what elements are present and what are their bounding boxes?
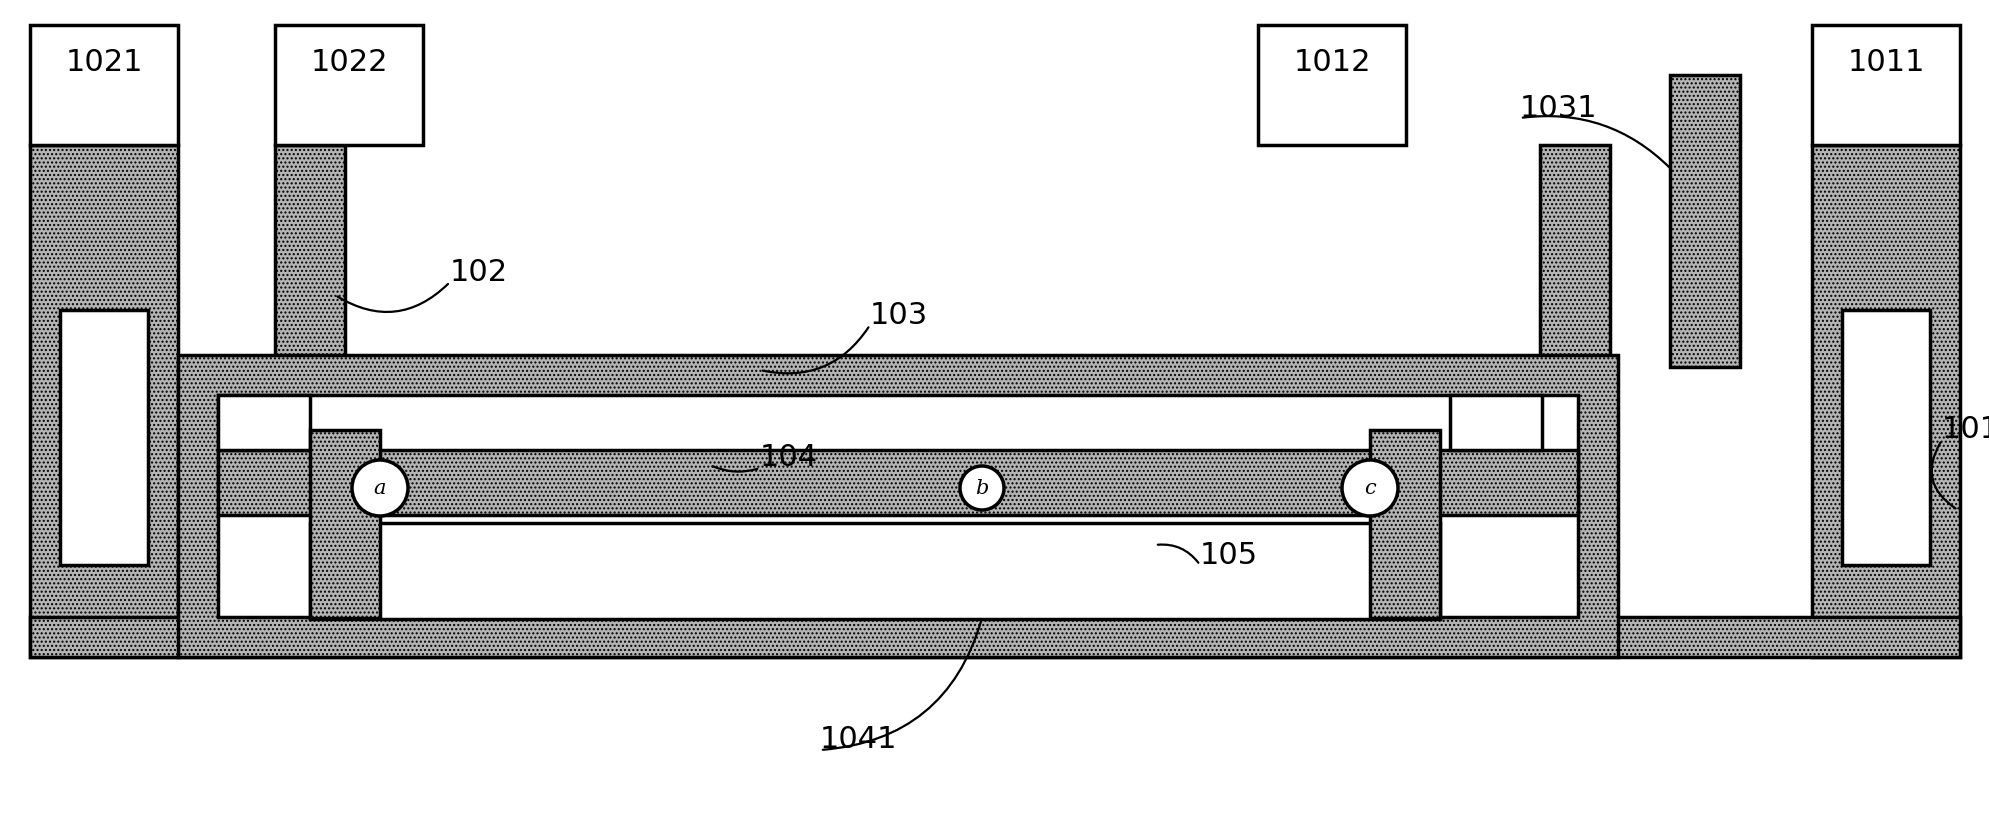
Bar [30, 617, 1959, 657]
Bar [30, 145, 177, 657]
Bar [60, 310, 147, 565]
Bar [1257, 25, 1406, 145]
Bar [1842, 310, 1929, 565]
Bar [1812, 145, 1959, 657]
Bar [219, 395, 310, 450]
Text: 1011: 1011 [1846, 47, 1923, 77]
Text: 1012: 1012 [1293, 47, 1370, 77]
Bar [219, 395, 1577, 617]
Bar [310, 430, 380, 618]
Text: c: c [1362, 478, 1374, 497]
Text: 103: 103 [869, 301, 927, 330]
Bar [310, 523, 1440, 619]
Text: 1021: 1021 [66, 47, 143, 77]
Circle shape [352, 460, 408, 516]
Text: 1022: 1022 [310, 47, 388, 77]
Bar [1450, 395, 1541, 450]
Bar [1669, 75, 1738, 367]
Text: a: a [374, 478, 386, 497]
Text: 1031: 1031 [1520, 93, 1597, 122]
Text: 1041: 1041 [819, 726, 897, 755]
Text: b: b [975, 478, 989, 497]
Bar [219, 450, 1577, 515]
Text: 101: 101 [1941, 416, 1989, 445]
Text: 102: 102 [450, 257, 507, 287]
Text: 105: 105 [1199, 541, 1257, 570]
Bar [1812, 25, 1959, 145]
Bar [177, 355, 1617, 657]
Bar [1368, 430, 1440, 618]
Bar [274, 145, 344, 367]
Text: 104: 104 [760, 443, 817, 472]
Bar [274, 25, 424, 145]
Circle shape [1341, 460, 1398, 516]
Bar [1539, 145, 1609, 367]
Bar [30, 25, 177, 145]
Circle shape [959, 466, 1004, 510]
